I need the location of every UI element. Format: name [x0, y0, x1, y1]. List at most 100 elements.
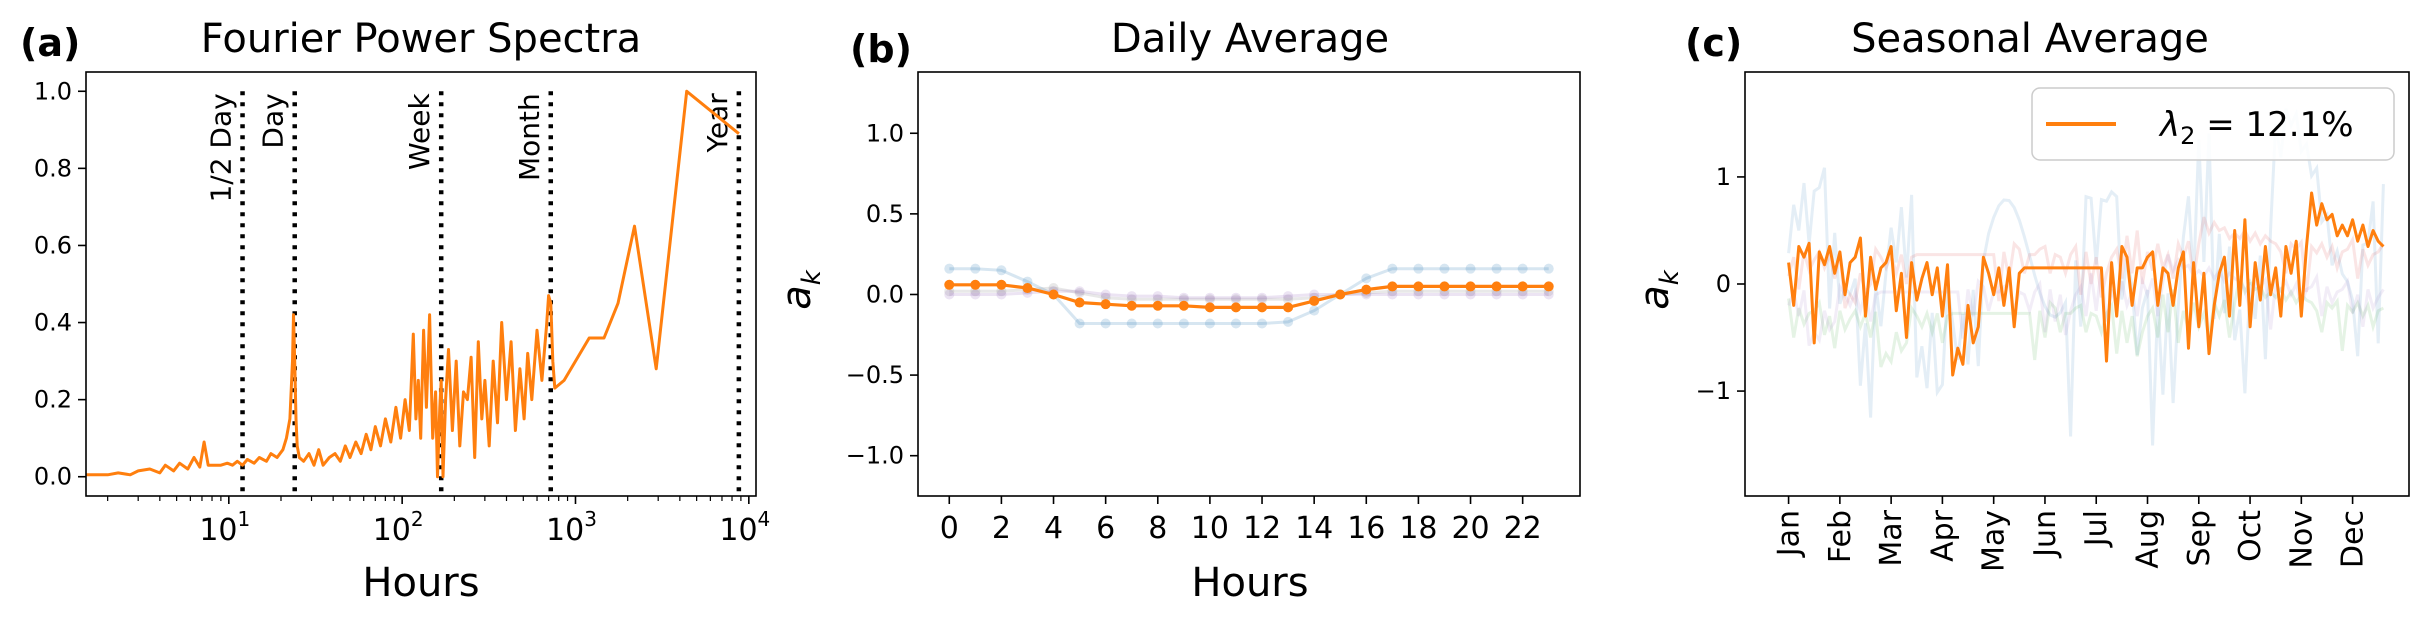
y-axis-label-c: ak [1632, 269, 1685, 310]
panel-letter-a: (a) [20, 21, 80, 65]
faint-daily-point [1074, 287, 1085, 298]
plot-area-a [86, 89, 740, 479]
faint-daily-point [1283, 291, 1294, 302]
faint-seasonal-line [1787, 275, 2385, 368]
x-tick-label: 12 [1243, 511, 1281, 546]
faint-daily-point [1439, 289, 1450, 300]
x-tick-label: Aug [2131, 510, 2166, 569]
x-tick-label: Jan [1772, 510, 1807, 558]
daily-average-point [1126, 300, 1137, 311]
faint-daily-point [970, 263, 981, 274]
x-tick-label: Jul [2079, 510, 2114, 548]
x-ticks-a: 101 102 103 104 [107, 496, 771, 548]
daily-average-point [1543, 281, 1554, 292]
faint-daily-point [944, 263, 955, 274]
x-tick-label: 14 [1295, 511, 1333, 546]
x-ticks-b: 0 2 4 6 8 10 12 14 16 18 20 22 [940, 496, 1542, 546]
daily-average-point [1257, 302, 1268, 313]
daily-average-point [1361, 284, 1372, 295]
y-tick-label: 0.6 [34, 231, 72, 259]
x-tick-label: Apr [1925, 509, 1960, 562]
x-tick-label: 10 [1191, 511, 1229, 546]
panel-title-b: Daily Average [1111, 16, 1389, 62]
faint-daily-point [944, 289, 955, 300]
daily-average-point [1178, 300, 1189, 311]
daily-average-point [1309, 295, 1320, 306]
daily-average-point [1517, 281, 1528, 292]
plot-area-b [944, 263, 1554, 329]
x-tick-label: 102 [373, 507, 424, 548]
period-marker-label: 1/2 Day [205, 93, 238, 202]
x-tick-exponent: 3 [584, 507, 597, 531]
daily-average-point [1074, 297, 1085, 308]
y-tick-label: 0.0 [866, 280, 904, 308]
period-marker-label: Year [701, 93, 734, 154]
x-tick-exponent: 2 [411, 507, 424, 531]
faint-daily-point [1257, 292, 1268, 303]
seasonal-average-line [1787, 191, 2385, 377]
faint-daily-point [1126, 318, 1137, 329]
x-tick-label: 8 [1148, 511, 1167, 546]
y-tick-label: 1.0 [866, 119, 904, 147]
period-marker-label: Day [257, 93, 290, 148]
x-tick-exponent: 4 [758, 507, 771, 531]
faint-daily-point [970, 289, 981, 300]
x-tick-label: 4 [1044, 511, 1063, 546]
faint-daily-point [1387, 289, 1398, 300]
faint-daily-point [1309, 305, 1320, 316]
y-ticks-a: 0.0 0.2 0.4 0.6 0.8 1.0 [34, 77, 86, 491]
period-markers: 1/2 Day Day Week Month Year [205, 91, 742, 496]
daily-average-point [1100, 299, 1111, 310]
x-axis-label-b: Hours [1191, 560, 1308, 606]
faint-daily-point [1465, 263, 1476, 274]
daily-average-point [1230, 302, 1241, 313]
faint-daily-point [1152, 318, 1163, 329]
x-tick-label: 101 [199, 507, 250, 548]
x-tick-label: Sep [2182, 510, 2217, 567]
faint-daily-point [1230, 318, 1241, 329]
y-ticks-c: −1 0 1 [1696, 163, 1745, 405]
axes-frame-b [917, 71, 1581, 497]
period-marker-label: Week [403, 92, 436, 169]
daily-average-point [1335, 289, 1346, 300]
axes-frame-a [85, 71, 757, 497]
x-tick-label: 22 [1504, 511, 1542, 546]
daily-average-point [1465, 281, 1476, 292]
faint-daily-point [996, 265, 1007, 276]
legend-label: λ2 = 12.1% [2158, 105, 2354, 150]
y-tick-label: 0.5 [866, 200, 904, 228]
panel-letter-b: (b) [850, 27, 912, 71]
x-tick-label: 2 [992, 511, 1011, 546]
faint-daily-point [1439, 263, 1450, 274]
x-tick-label: Oct [2233, 510, 2268, 562]
y-tick-label: −1 [1696, 377, 1731, 405]
daily-average-point [1204, 302, 1215, 313]
x-axis-label-a: Hours [362, 560, 479, 606]
panel-c: (c) Seasonal Average −1 0 1 Jan Feb Mar Apr Ma… [1632, 16, 2410, 572]
faint-daily-point [1074, 286, 1085, 297]
faint-daily-point [1491, 289, 1502, 300]
faint-daily-point [1074, 318, 1085, 329]
y-ticks-b: −1.0 −0.5 0.0 0.5 1.0 [846, 119, 918, 470]
faint-daily-point [1413, 289, 1424, 300]
legend-box [2031, 87, 2395, 161]
x-tick-label: Feb [1823, 510, 1858, 563]
faint-daily-point [1204, 294, 1215, 305]
daily-average-point [944, 279, 955, 290]
x-tick-label: 18 [1399, 511, 1437, 546]
faint-daily-line [949, 286, 1549, 301]
daily-average-point [1413, 281, 1424, 292]
power-spectrum-line [86, 89, 740, 479]
daily-average-point [1022, 283, 1033, 294]
y-tick-label: 0.2 [34, 386, 72, 414]
faint-daily-point [996, 289, 1007, 300]
faint-daily-point [1230, 294, 1241, 305]
daily-average-point [1387, 281, 1398, 292]
faint-daily-point [1413, 263, 1424, 274]
faint-daily-line [949, 267, 1549, 325]
faint-daily-point [1517, 289, 1528, 300]
x-tick-label: Mar [1874, 509, 1909, 566]
plot-area-c [1787, 108, 2385, 446]
faint-daily-point [1204, 318, 1215, 329]
